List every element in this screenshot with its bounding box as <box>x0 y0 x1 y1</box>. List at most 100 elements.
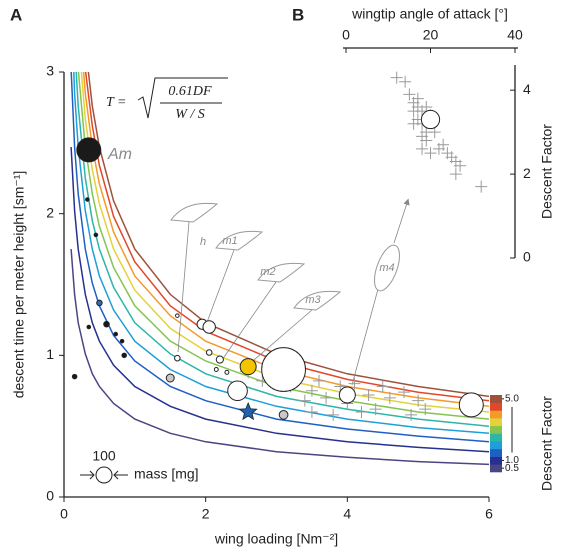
descent-curve <box>84 72 489 402</box>
x-axis-label: wingtip angle of attack [°] <box>351 6 508 22</box>
equation-denominator: W / S <box>175 107 205 122</box>
cross-marker <box>305 384 318 397</box>
mass-point <box>165 373 175 383</box>
mass-point <box>76 137 102 163</box>
point-label: Am <box>107 146 132 163</box>
colorbar-tick-label: 1.0 <box>505 455 519 466</box>
mass-point <box>261 347 306 392</box>
y-tick-label: 2 <box>46 204 54 220</box>
cross-marker <box>424 147 437 160</box>
mass-point <box>86 324 92 330</box>
equation-numerator: 0.61DF <box>168 84 212 99</box>
mass-point <box>113 331 119 337</box>
cross-marker <box>420 134 433 147</box>
mass-point <box>278 409 289 420</box>
x-tick-label: 2 <box>202 506 210 522</box>
mass-point <box>174 354 181 362</box>
mass-point <box>205 349 213 356</box>
annotation-label: m4 <box>379 262 394 274</box>
cross-marker <box>327 408 340 421</box>
descent-curve <box>87 72 489 398</box>
cross-marker <box>355 406 368 418</box>
cross-marker <box>475 180 488 193</box>
colorbar-swatch <box>490 425 502 434</box>
wing-silhouette <box>170 202 219 223</box>
cross-marker <box>437 138 450 151</box>
descent-curve <box>70 72 489 443</box>
x-tick-label: 0 <box>60 506 68 522</box>
panel-label: A <box>10 5 22 24</box>
cross-marker <box>403 88 416 101</box>
mass-point <box>121 352 127 359</box>
equation: T = 0.61DF W / S <box>106 77 228 122</box>
cross-marker <box>416 142 429 155</box>
cross-marker <box>405 408 418 421</box>
cross-marker <box>305 406 318 418</box>
cross-marker <box>362 389 375 401</box>
y-tick-label: 3 <box>46 63 54 79</box>
mass-point <box>239 358 257 376</box>
colorbar-swatch <box>490 464 502 473</box>
descent-curve <box>77 72 489 420</box>
descent-curve <box>80 72 489 413</box>
cross-marker <box>411 92 424 105</box>
cross-marker <box>398 386 410 399</box>
annotation-line <box>205 249 235 326</box>
descent-curve <box>75 72 489 427</box>
x-axis-label: wing loading [Nm⁻²] <box>214 531 338 547</box>
colorbar-swatch <box>490 441 502 450</box>
cross-marker <box>348 377 361 390</box>
legend-mass-label: mass [mg] <box>134 466 199 482</box>
colorbar-swatch <box>490 402 502 411</box>
mass-point <box>420 109 441 130</box>
mass-point <box>103 320 110 328</box>
cross-marker <box>407 117 420 130</box>
annotation-line <box>351 277 382 386</box>
annotation-label: m3 <box>305 294 321 306</box>
y-tick-label: 4 <box>523 81 531 97</box>
mass-point <box>338 386 356 404</box>
mass-point <box>119 338 125 344</box>
mass-point <box>215 355 224 364</box>
cross-marker <box>419 403 432 416</box>
curves <box>70 72 489 466</box>
legend-arrow <box>80 470 95 480</box>
x-tick-label: 20 <box>423 27 439 43</box>
x-tick-label: 4 <box>343 506 351 522</box>
colorbar-swatch <box>490 456 502 465</box>
colorbar-tick-label: 5.0 <box>505 393 519 404</box>
mass-point <box>96 299 103 307</box>
descent-curve <box>82 72 489 408</box>
cross-marker <box>412 394 425 407</box>
cross-marker <box>449 168 462 181</box>
equation-lhs: T = <box>106 95 126 110</box>
colorbar-swatch <box>490 410 502 419</box>
y-tick-label: 0 <box>523 249 531 265</box>
cross-marker <box>383 391 396 404</box>
colorbar-swatch <box>490 418 502 427</box>
legend-mass-circle <box>95 466 113 484</box>
annotation-label: h <box>200 236 206 248</box>
y-tick-label: 0 <box>46 488 54 504</box>
annotation-line <box>221 281 277 361</box>
mass-point <box>224 369 230 375</box>
colorbar-swatch <box>490 433 502 442</box>
wing-silhouette <box>257 262 306 283</box>
mass-point <box>93 232 99 238</box>
legend-mass-value: 100 <box>92 448 116 464</box>
cross-marker <box>298 394 311 407</box>
y-tick-label: 2 <box>523 165 531 181</box>
cross-marker <box>390 71 403 84</box>
cross-marker <box>376 380 389 393</box>
mass-point <box>227 380 248 402</box>
panel-label: B <box>292 5 304 24</box>
x-tick-label: 0 <box>342 27 350 43</box>
wing-silhouette <box>215 230 264 251</box>
descent-curve <box>70 249 489 466</box>
colorbar-tick-label: 0.5 <box>505 463 519 474</box>
cross-marker <box>399 75 412 88</box>
y-tick-label: 1 <box>46 346 54 362</box>
pointer-arrow <box>393 198 410 244</box>
mass-point <box>85 197 90 202</box>
